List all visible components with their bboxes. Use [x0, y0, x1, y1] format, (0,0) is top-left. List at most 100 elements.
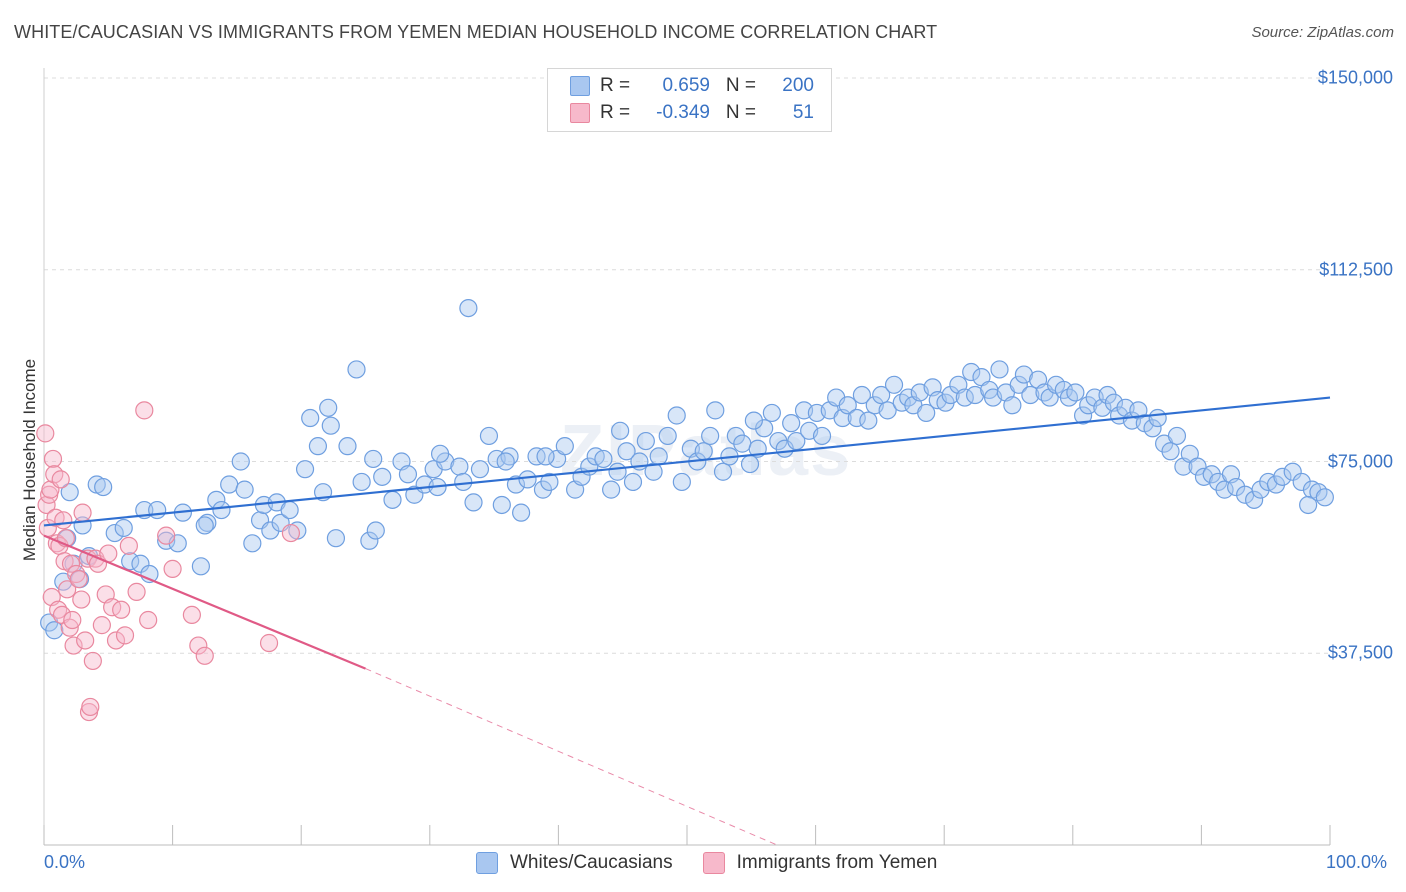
point-whites: [454, 472, 473, 492]
point-whites: [496, 452, 515, 471]
point-whites: [1073, 406, 1093, 425]
x-tick-label-max: 100.0%: [1326, 852, 1388, 872]
point-yemen: [106, 631, 126, 650]
point-whites: [308, 437, 328, 456]
chart-title: WHITE/CAUCASIAN VS IMMIGRANTS FROM YEMEN…: [14, 22, 938, 42]
point-yemen: [73, 503, 92, 522]
point-whites: [94, 477, 113, 497]
point-yemen: [119, 536, 138, 555]
point-whites: [990, 360, 1009, 379]
point-whites: [1148, 408, 1167, 428]
point-whites: [941, 385, 960, 405]
point-yemen: [281, 523, 301, 543]
point-whites: [301, 408, 320, 428]
point-whites: [602, 480, 621, 499]
point-yemen: [259, 633, 279, 653]
legend-swatch-white: [570, 76, 590, 96]
point-whites: [114, 518, 133, 538]
point-yemen: [64, 636, 83, 655]
legend-n-value: 51: [792, 102, 814, 123]
source-label: Source: ZipAtlas.com: [1251, 24, 1394, 41]
point-whites: [1066, 383, 1085, 402]
point-whites: [430, 444, 450, 463]
grid-lines: [44, 77, 1330, 654]
series-legend: Whites/Caucasians Immigrants from Yemen: [476, 852, 967, 874]
point-whites: [191, 557, 210, 576]
point-whites: [198, 513, 217, 532]
point-whites: [649, 447, 668, 466]
point-yemen: [63, 610, 82, 630]
axes: [43, 68, 1331, 846]
point-whites: [755, 419, 774, 438]
point-yemen: [135, 401, 154, 420]
point-whites: [1143, 419, 1162, 438]
point-whites: [713, 462, 733, 481]
point-yemen: [51, 470, 70, 489]
legend-swatch-whites: [476, 852, 498, 874]
point-yemen: [58, 580, 77, 599]
point-whites: [338, 437, 357, 456]
point-yemen: [195, 646, 214, 665]
point-yemen: [189, 636, 208, 655]
point-whites: [694, 442, 713, 461]
point-whites: [1315, 488, 1334, 507]
point-whites: [859, 411, 878, 430]
y-axis-label: Median Household Income: [20, 358, 39, 562]
point-whites: [965, 385, 985, 405]
point-whites: [744, 411, 763, 430]
legend-item-yemen[interactable]: Immigrants from Yemen: [702, 852, 937, 874]
legend-n-label: N =: [725, 102, 756, 123]
point-whites: [326, 529, 346, 548]
point-whites: [295, 460, 315, 479]
legend-r-value: 0.659: [662, 75, 710, 96]
point-whites: [555, 437, 574, 456]
point-whites: [1014, 365, 1034, 384]
trend-line-yemen-extension: [365, 668, 778, 846]
point-whites: [1215, 480, 1234, 499]
point-whites: [321, 416, 340, 435]
point-whites: [360, 531, 379, 550]
point-whites: [962, 362, 981, 382]
point-yemen: [115, 626, 135, 645]
point-whites: [884, 375, 904, 394]
point-whites: [383, 490, 402, 509]
point-whites: [492, 495, 511, 515]
point-whites: [280, 500, 299, 520]
point-whites: [347, 360, 366, 379]
point-yemen: [54, 511, 73, 530]
point-whites: [261, 521, 280, 540]
point-whites: [917, 403, 936, 423]
data-points: [36, 299, 1334, 722]
point-whites: [319, 398, 338, 417]
legend-item-whites[interactable]: Whites/Caucasians: [476, 852, 673, 874]
point-whites: [1161, 442, 1180, 461]
point-whites: [540, 472, 559, 492]
point-whites: [733, 434, 752, 453]
point-whites: [1273, 467, 1292, 486]
point-whites: [762, 403, 781, 423]
point-whites: [398, 465, 418, 484]
point-yemen: [72, 590, 91, 609]
point-whites: [672, 472, 691, 492]
point-whites: [235, 480, 254, 499]
point-whites: [1292, 472, 1311, 492]
point-whites: [450, 457, 469, 476]
correlation-legend: R = 0.659 N = 200 R = -0.349 N = 51: [547, 68, 832, 132]
point-whites: [838, 396, 857, 415]
point-yemen: [43, 449, 63, 469]
point-whites: [470, 460, 490, 479]
point-whites: [512, 503, 531, 522]
point-whites: [479, 426, 499, 446]
point-whites: [148, 500, 167, 520]
point-whites: [782, 414, 801, 433]
legend-swatch-yemen: [570, 103, 590, 123]
point-whites: [1188, 457, 1207, 476]
point-whites: [706, 401, 725, 420]
point-yemen: [36, 424, 55, 443]
legend-r-value: -0.349: [656, 102, 710, 123]
y-tick-label: $150,000: [1317, 67, 1393, 88]
point-whites: [1283, 462, 1302, 481]
point-whites: [105, 523, 124, 543]
legend-row-white: R = 0.659 N = 200: [570, 74, 814, 98]
